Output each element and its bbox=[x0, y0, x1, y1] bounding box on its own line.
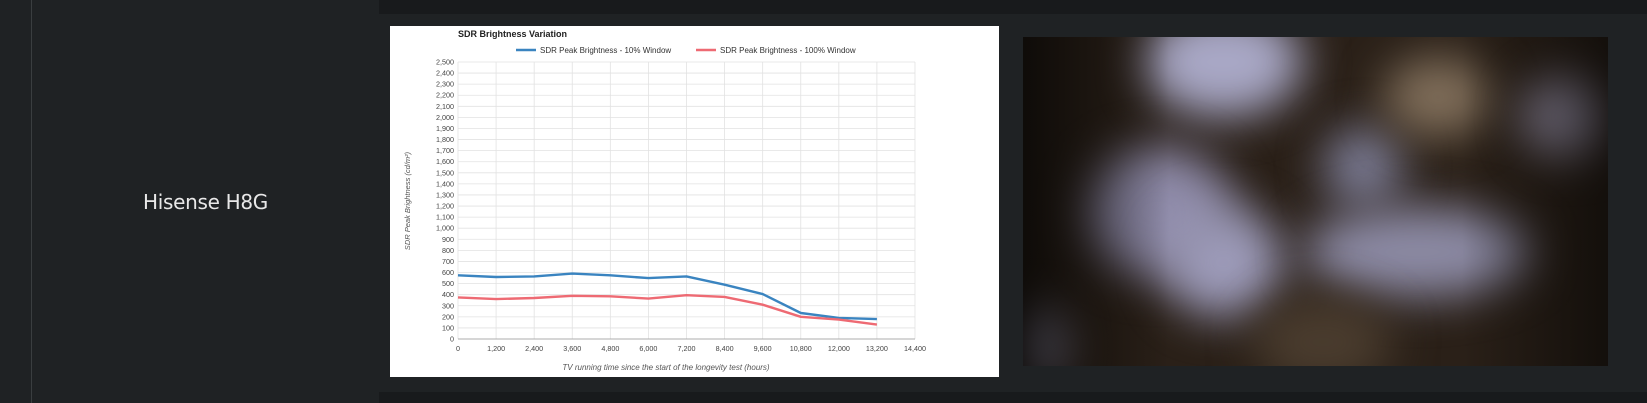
chart-svg: SDR Brightness Variation SDR Peak Bright… bbox=[403, 29, 926, 372]
y-tick-label: 1,400 bbox=[436, 179, 454, 188]
x-tick-label: 10,800 bbox=[790, 344, 812, 353]
x-tick-label: 2,400 bbox=[525, 344, 543, 353]
y-tick-label: 500 bbox=[442, 279, 454, 288]
y-tick-label: 200 bbox=[442, 312, 454, 321]
y-tick-label: 1,600 bbox=[436, 157, 454, 166]
x-tick-label: 6,000 bbox=[639, 344, 657, 353]
y-tick-label: 700 bbox=[442, 257, 454, 266]
series-line-1 bbox=[457, 272, 877, 321]
x-tick-label: 3,600 bbox=[563, 344, 581, 353]
y-tick-label: 2,300 bbox=[436, 80, 454, 89]
x-axis-label: TV running time since the start of the l… bbox=[562, 363, 770, 372]
y-tick-label: 2,100 bbox=[436, 102, 454, 111]
y-tick-label: 1,300 bbox=[436, 190, 454, 199]
y-tick-label: 300 bbox=[442, 301, 454, 310]
y-tick-label: 1,000 bbox=[436, 224, 454, 233]
y-tick-label: 800 bbox=[442, 246, 454, 255]
product-name: Hisense H8G bbox=[142, 189, 269, 214]
chart-series bbox=[457, 272, 878, 326]
x-tick-label: 9,600 bbox=[754, 344, 772, 353]
y-tick-label: 2,000 bbox=[436, 113, 454, 122]
chart-legend: SDR Peak Brightness - 10% Window SDR Peak… bbox=[516, 46, 856, 55]
y-tick-label: 100 bbox=[442, 323, 454, 332]
product-name-cell: Hisense H8G bbox=[32, 0, 379, 403]
chart-title: SDR Brightness Variation bbox=[458, 29, 567, 39]
y-tick-label: 1,500 bbox=[436, 168, 454, 177]
legend-label: SDR Peak Brightness - 100% Window bbox=[720, 46, 856, 55]
x-tick-label: 8,400 bbox=[716, 344, 734, 353]
y-tick-label: 1,800 bbox=[436, 135, 454, 144]
x-tick-label: 13,200 bbox=[866, 344, 888, 353]
y-tick-label: 600 bbox=[442, 268, 454, 277]
brightness-chart: SDR Brightness Variation SDR Peak Bright… bbox=[390, 26, 999, 377]
table-row-divider-bottom bbox=[379, 392, 1647, 403]
x-tick-label: 4,800 bbox=[601, 344, 619, 353]
table-row-divider-top bbox=[379, 0, 1647, 14]
x-tick-label: 7,200 bbox=[678, 344, 696, 353]
y-tick-label: 1,700 bbox=[436, 146, 454, 155]
y-tick-label: 1,200 bbox=[436, 202, 454, 211]
x-tick-label: 0 bbox=[456, 344, 460, 353]
y-tick-label: 2,500 bbox=[436, 58, 454, 67]
y-axis-label: SDR Peak Brightness (cd/m²) bbox=[403, 151, 412, 250]
y-tick-label: 2,200 bbox=[436, 91, 454, 100]
y-tick-label: 2,400 bbox=[436, 69, 454, 78]
legend-label: SDR Peak Brightness - 10% Window bbox=[540, 46, 671, 55]
table-border-left bbox=[31, 0, 32, 403]
x-tick-label: 1,200 bbox=[487, 344, 505, 353]
x-axis-ticks: 0 1,200 2,400 3,600 4,800 6,000 7,200 8,400 9,60… bbox=[456, 344, 926, 353]
y-tick-label: 900 bbox=[442, 235, 454, 244]
y-axis-ticks: 0 100 200 300 400 500 600 700 800 900 1,000 1,100 1,… bbox=[436, 58, 454, 344]
y-tick-label: 400 bbox=[442, 290, 454, 299]
y-tick-label: 1,900 bbox=[436, 124, 454, 133]
y-tick-label: 0 bbox=[450, 335, 454, 344]
chart-grid bbox=[457, 61, 916, 340]
x-tick-label: 12,000 bbox=[828, 344, 850, 353]
series-line-2 bbox=[457, 294, 878, 326]
photo-vignette bbox=[1023, 37, 1608, 366]
x-tick-label: 14,400 bbox=[904, 344, 926, 353]
tv-screen-photo bbox=[1023, 37, 1608, 366]
y-tick-label: 1,100 bbox=[436, 213, 454, 222]
